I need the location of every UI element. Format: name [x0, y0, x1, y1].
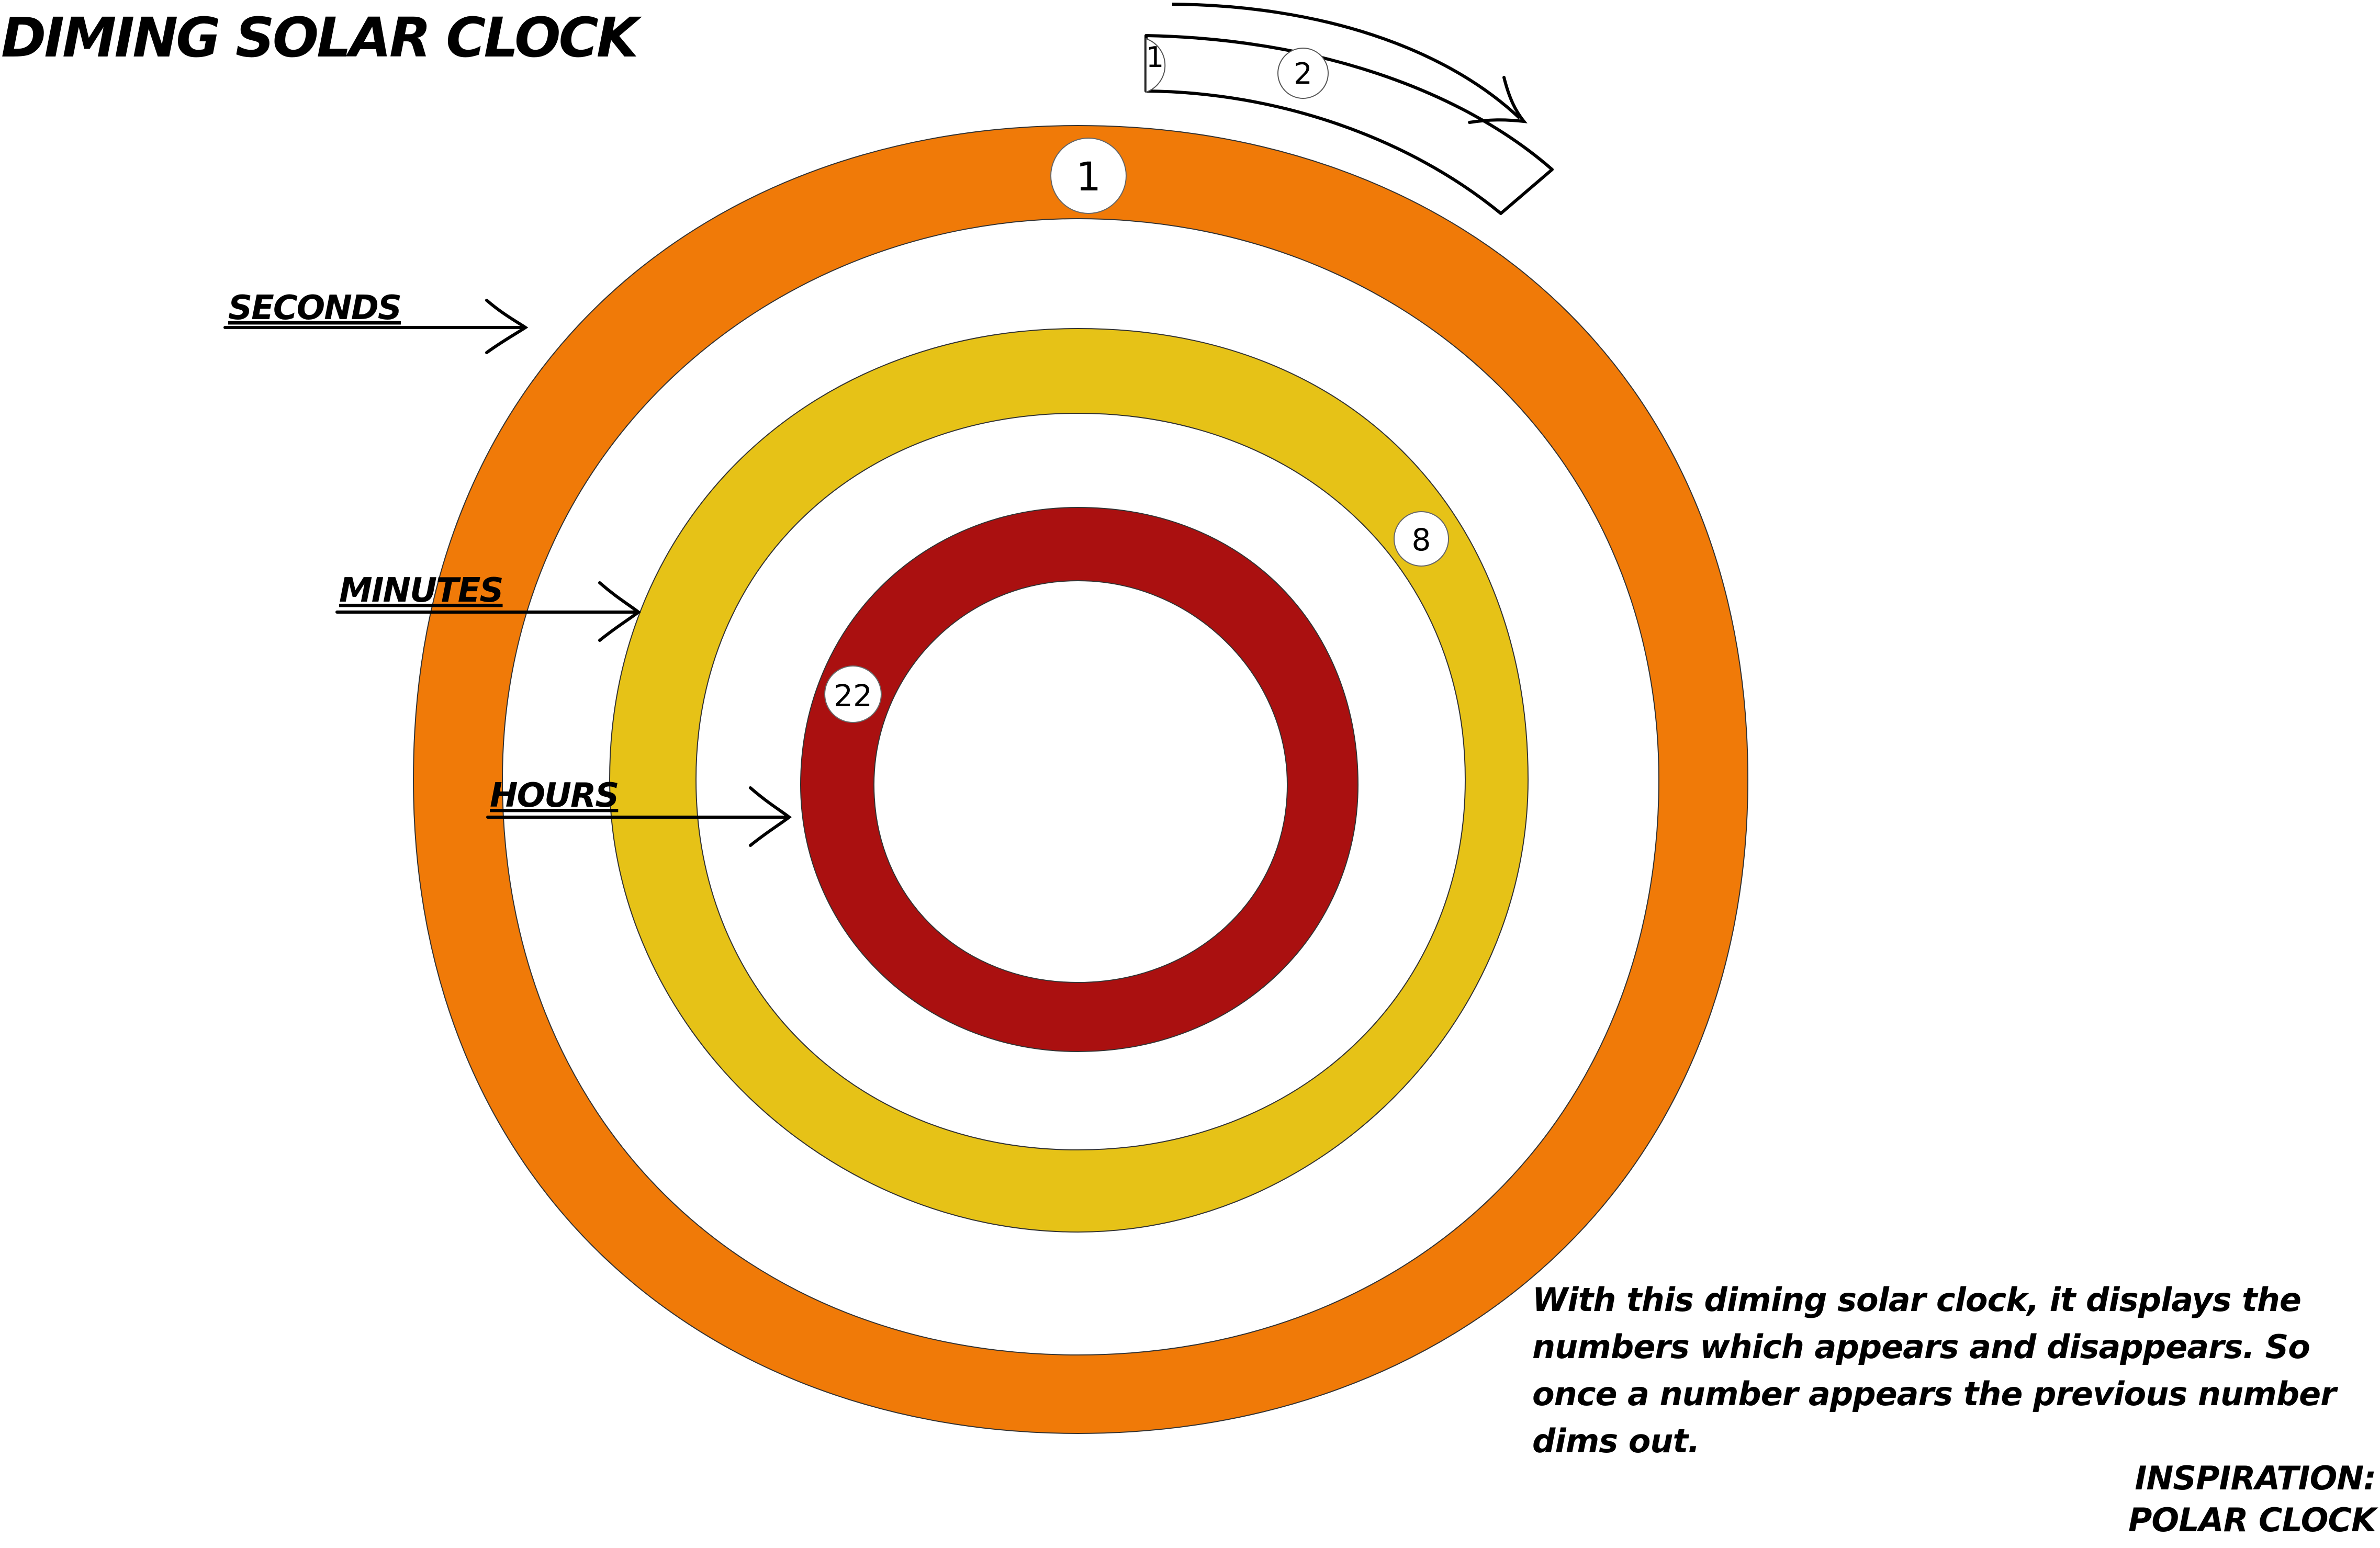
- minutes-ring: [609, 327, 1529, 1233]
- seconds-label-arrow-icon: [223, 299, 529, 354]
- minutes-label: MINUTES: [339, 571, 503, 610]
- inset-previous-marker: [1146, 38, 1166, 93]
- minutes-marker: [1394, 511, 1449, 567]
- page-title: DIMING SOLAR CLOCK: [1, 6, 638, 70]
- hours-marker: [824, 665, 882, 723]
- inspiration-note: INSPIRATION: POLAR CLOCK: [2009, 1457, 2376, 1541]
- seconds-marker: [1050, 138, 1127, 214]
- minutes-label-arrow-icon: [335, 581, 641, 642]
- inset-next-value: 2: [1294, 57, 1312, 91]
- inset-strip-arrowhead-icon: [1468, 76, 1528, 124]
- inset-strip-arrow: [1172, 3, 1521, 120]
- seconds-label: SECONDS: [228, 289, 401, 327]
- inspiration-source: POLAR CLOCK: [2128, 1501, 2376, 1539]
- seconds-marker-value: 1: [1076, 153, 1101, 200]
- inspiration-heading: INSPIRATION:: [2135, 1459, 2376, 1497]
- inset-previous-value: 1: [1146, 41, 1164, 74]
- hours-marker-value: 22: [834, 678, 872, 714]
- minutes-marker-value: 8: [1412, 522, 1431, 558]
- hours-label: HOURS: [490, 776, 618, 815]
- hours-label-arrow-icon: [486, 786, 792, 847]
- hours-ring: [800, 506, 1359, 1053]
- description-text: With this diming solar clock, it display…: [1532, 1281, 2337, 1460]
- seconds-ring: [412, 125, 1749, 1434]
- inset-next-marker: [1277, 48, 1329, 99]
